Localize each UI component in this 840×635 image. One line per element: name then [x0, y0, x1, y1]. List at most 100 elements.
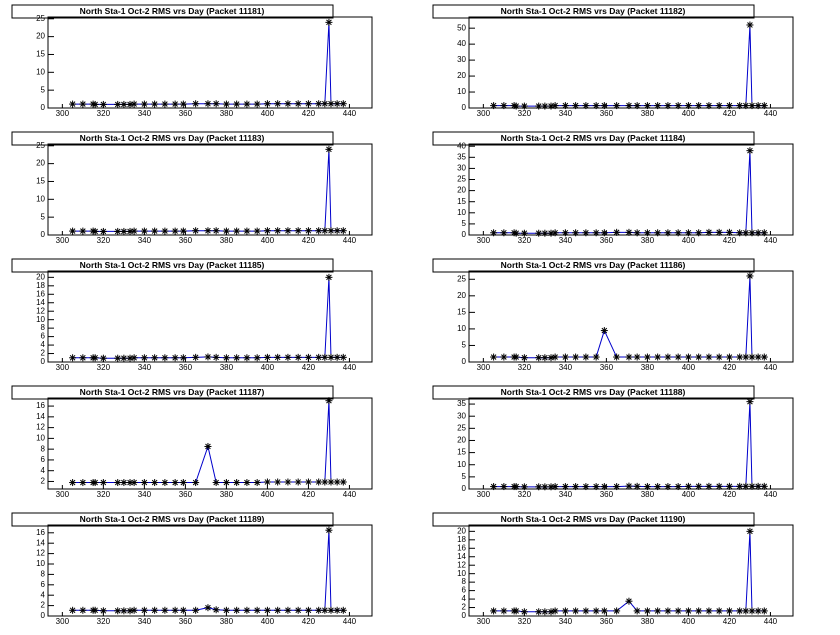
data-marker	[321, 353, 329, 361]
title-box	[11, 131, 334, 146]
data-marker	[304, 100, 312, 108]
data-marker	[613, 607, 621, 615]
x-tick-label: 420	[302, 363, 316, 372]
y-tick-label: 15	[457, 448, 466, 457]
y-tick-label: 0	[41, 103, 46, 112]
data-marker	[339, 227, 347, 235]
data-marker	[633, 229, 641, 237]
x-tick-label: 360	[179, 236, 193, 245]
data-marker	[592, 607, 600, 615]
plot-frame	[47, 16, 373, 109]
y-tick-label: 14	[36, 538, 45, 547]
data-marker	[204, 353, 212, 361]
data-marker	[613, 228, 621, 236]
y-tick-label: 12	[36, 306, 45, 315]
x-tick-label: 440	[764, 236, 778, 245]
chart-title: North Sta-1 Oct-2 RMS vrs Day (Packet 11…	[80, 133, 265, 143]
data-marker	[746, 398, 754, 406]
data-marker	[204, 442, 212, 450]
x-tick-label: 320	[518, 109, 532, 118]
data-marker	[705, 353, 713, 361]
data-marker	[69, 606, 77, 614]
y-tick-label: 10	[36, 194, 45, 203]
data-line	[72, 400, 344, 484]
data-marker	[535, 354, 543, 362]
data-marker	[512, 102, 520, 110]
x-tick-label: 340	[138, 236, 152, 245]
data-marker	[179, 479, 187, 487]
data-marker	[715, 482, 723, 490]
data-marker	[151, 227, 159, 235]
x-tick-label: 300	[477, 109, 491, 118]
x-tick-label: 340	[559, 236, 573, 245]
data-marker	[715, 607, 723, 615]
x-tick-label: 400	[682, 109, 696, 118]
data-marker	[79, 227, 87, 235]
data-marker	[263, 227, 271, 235]
data-marker	[684, 482, 692, 490]
plot-frame	[47, 270, 373, 363]
data-marker	[520, 483, 528, 491]
data-marker	[746, 272, 754, 280]
data-marker	[715, 102, 723, 110]
data-marker	[333, 478, 341, 486]
data-marker	[561, 607, 569, 615]
data-marker	[179, 227, 187, 235]
data-marker	[243, 606, 251, 614]
y-tick-label: 0	[41, 357, 46, 366]
data-marker	[91, 479, 99, 487]
data-marker	[304, 353, 312, 361]
data-marker	[263, 606, 271, 614]
data-marker	[754, 607, 762, 615]
data-marker	[490, 483, 498, 491]
x-tick-label: 420	[723, 490, 737, 499]
data-marker	[140, 606, 148, 614]
plot-frame	[468, 397, 794, 490]
y-tick-label: 25	[36, 14, 45, 23]
data-marker	[742, 482, 750, 490]
data-marker	[613, 483, 621, 491]
data-marker	[99, 100, 107, 108]
data-marker	[274, 478, 282, 486]
data-marker	[204, 100, 212, 108]
y-tick-label: 4	[41, 590, 46, 599]
x-tick-label: 320	[97, 109, 111, 118]
y-tick-label: 10	[36, 559, 45, 568]
x-tick-label: 320	[97, 236, 111, 245]
y-tick-label: 20	[457, 186, 466, 195]
data-marker	[253, 100, 261, 108]
y-tick-label: 14	[36, 412, 45, 421]
data-marker	[179, 354, 187, 362]
y-tick-label: 40	[457, 141, 466, 150]
data-marker	[736, 482, 744, 490]
panel: North Sta-1 Oct-2 RMS vrs Day (Packet 11…	[11, 131, 373, 245]
x-tick-label: 300	[477, 617, 491, 626]
data-marker	[705, 482, 713, 490]
panel: North Sta-1 Oct-2 RMS vrs Day (Packet 11…	[11, 258, 373, 372]
data-marker	[754, 353, 762, 361]
x-tick-label: 360	[179, 363, 193, 372]
data-marker	[233, 606, 241, 614]
y-tick-label: 15	[457, 197, 466, 206]
y-tick-label: 10	[457, 208, 466, 217]
y-tick-label: 6	[41, 332, 46, 341]
y-tick-label: 14	[36, 298, 45, 307]
data-marker	[674, 102, 682, 110]
data-marker	[179, 606, 187, 614]
panel: North Sta-1 Oct-2 RMS vrs Day (Packet 11…	[11, 385, 373, 499]
data-marker	[327, 353, 335, 361]
data-marker	[99, 607, 107, 615]
data-marker	[582, 353, 590, 361]
x-tick-label: 440	[343, 236, 357, 245]
data-marker	[695, 607, 703, 615]
x-tick-label: 420	[302, 617, 316, 626]
data-marker	[99, 227, 107, 235]
x-tick-label: 360	[179, 109, 193, 118]
x-tick-label: 380	[220, 617, 234, 626]
y-tick-label: 25	[457, 274, 466, 283]
y-tick-label: 5	[462, 219, 467, 228]
data-marker	[535, 608, 543, 616]
data-marker	[535, 483, 543, 491]
x-tick-label: 360	[600, 236, 614, 245]
data-marker	[600, 327, 608, 335]
